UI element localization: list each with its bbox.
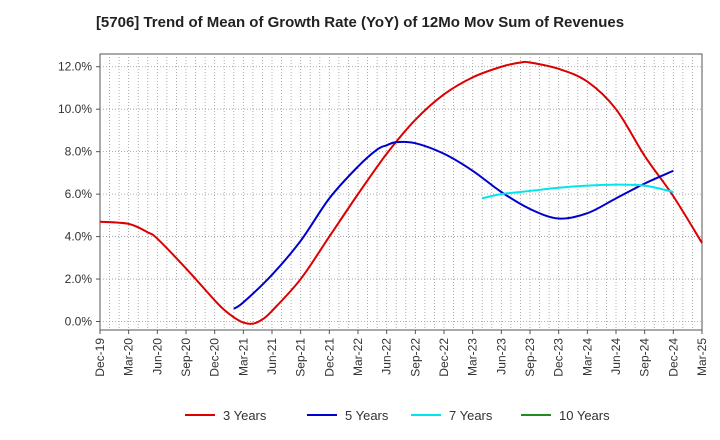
x-tick-label: Dec-22 [437,338,451,377]
x-tick-label: Dec-19 [93,338,107,377]
x-tick-label: Dec-20 [208,338,222,377]
chart-title: [5706] Trend of Mean of Growth Rate (YoY… [95,14,625,31]
x-tick-label: Jun-22 [380,338,394,375]
x-tick-label: Sep-23 [523,338,537,377]
plot-background [99,53,703,331]
x-tick-label: Dec-24 [666,338,680,377]
x-tick-label: Sep-21 [294,338,308,377]
y-tick-label: 2.0% [65,272,93,286]
legend: 3 Years 5 Years 7 Years 10 Years [185,408,610,423]
x-tick-label: Sep-22 [408,338,422,377]
y-tick-label: 10.0% [58,102,92,116]
axis-layer: Dec-19 Mar-20 Jun-20 Sep-20 Dec-20 Mar-21 Jun-… [58,60,709,377]
grid-layer [100,54,702,330]
x-tick-label: Mar-23 [466,338,480,376]
series-line-7-years [481,183,674,200]
legend-label-7-years: 7 Years [449,408,493,423]
legend-label-5-years: 5 Years [345,408,389,423]
y-tick-label: 0.0% [65,315,93,329]
y-tick-label: 12.0% [58,60,92,74]
legend-label-10-years: 10 Years [559,408,610,423]
x-tick-label: Jun-23 [494,338,508,375]
series-line-3-years [99,60,703,325]
x-tick-label: Jun-20 [150,338,164,375]
x-tick-label: Dec-23 [552,338,566,377]
x-tick-label: Dec-21 [322,338,336,377]
x-tick-label: Mar-20 [122,338,136,376]
x-tick-label: Mar-22 [351,338,365,376]
series-line-5-years [233,140,674,310]
y-tick-label: 6.0% [65,187,93,201]
x-tick-label: Mar-21 [236,338,250,376]
x-tick-label: Mar-25 [695,338,709,376]
x-tick-label: Sep-20 [179,338,193,377]
x-tick-label: Sep-24 [638,338,652,377]
y-tick-label: 4.0% [65,230,93,244]
y-tick-label: 8.0% [65,145,93,159]
x-tick-label: Jun-24 [609,338,623,375]
series-layer [99,60,703,325]
x-tick-label: Mar-24 [580,338,594,376]
x-tick-label: Jun-21 [265,338,279,375]
legend-label-3-years: 3 Years [223,408,267,423]
